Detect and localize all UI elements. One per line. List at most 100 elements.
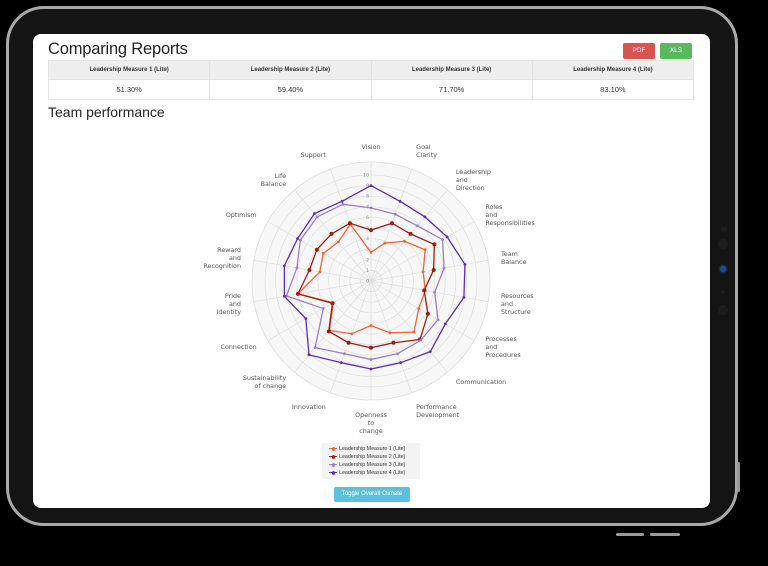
data-point[interactable] (422, 288, 427, 293)
data-point[interactable] (369, 367, 373, 371)
axis-label: Team Balance (500, 250, 527, 266)
data-point[interactable] (436, 318, 440, 322)
data-point[interactable] (285, 294, 288, 298)
data-point[interactable] (408, 231, 413, 236)
legend-item-measure-3[interactable]: Leadership Measure 3 (Lite) (329, 462, 405, 469)
data-point[interactable] (336, 240, 340, 244)
axis-label: Support (301, 151, 327, 159)
data-point[interactable] (282, 294, 286, 298)
radar-spoke (253, 280, 372, 303)
data-point[interactable] (421, 270, 425, 274)
data-point[interactable] (419, 338, 423, 342)
data-point[interactable] (330, 301, 335, 306)
data-point[interactable] (369, 324, 373, 327)
data-point[interactable] (296, 237, 299, 241)
data-point[interactable] (428, 350, 432, 354)
data-point[interactable] (282, 264, 286, 268)
data-point[interactable] (313, 346, 317, 349)
data-point[interactable] (329, 231, 334, 236)
data-point[interactable] (423, 248, 427, 252)
data-point[interactable] (347, 221, 352, 226)
data-point[interactable] (383, 241, 387, 245)
data-point[interactable] (315, 215, 319, 219)
summary-header-cell: Leadership Measure 1 (Lite) (47, 60, 211, 80)
summary-header-cell: Leadership Measure 3 (Lite) (370, 60, 533, 80)
data-point[interactable] (431, 267, 436, 272)
radar-spoke (370, 221, 475, 282)
r-tick-label: 4 (366, 236, 369, 242)
data-point[interactable] (423, 215, 427, 219)
data-point[interactable] (417, 307, 421, 310)
data-point[interactable] (402, 239, 406, 243)
data-point[interactable] (369, 250, 373, 254)
r-tick-label: 9 (366, 183, 369, 189)
data-point[interactable] (326, 329, 331, 334)
data-point[interactable] (369, 358, 373, 361)
toggle-overall-climate-button[interactable]: Toggle Overall Climate (334, 487, 410, 502)
data-point[interactable] (369, 206, 373, 210)
data-point[interactable] (346, 340, 351, 345)
data-point[interactable] (369, 345, 373, 350)
axis-label: Pride and Identity (217, 292, 242, 316)
data-point[interactable] (393, 212, 397, 216)
axis-label: Reward and Recognition (203, 246, 241, 270)
data-point[interactable] (432, 242, 437, 247)
data-point[interactable] (399, 361, 403, 365)
data-point[interactable] (343, 352, 346, 356)
axis-label: Openness to change (355, 411, 387, 435)
data-point[interactable] (415, 224, 419, 228)
radar-spoke (370, 259, 489, 282)
data-point[interactable] (391, 340, 396, 345)
data-point[interactable] (295, 266, 299, 270)
axis-label: Innovation (292, 403, 326, 411)
radar-spoke (267, 280, 372, 341)
summary-value-cell: 71.70% (370, 79, 533, 100)
data-point[interactable] (412, 330, 416, 334)
data-point[interactable] (313, 212, 316, 216)
radar-spoke (370, 280, 489, 303)
legend-item-measure-4[interactable]: Leadership Measure 4 (Lite) (329, 470, 405, 477)
summary-value-row: 51.30% 59.40% 71.70% 83.10% (47, 79, 695, 100)
tablet-sensor-dot (718, 239, 728, 249)
data-point[interactable] (390, 221, 395, 226)
legend-item-measure-2[interactable]: Leadership Measure 2 (Lite) (329, 454, 405, 461)
axis-label: Processes and Procedures (485, 335, 521, 359)
radar-spoke (370, 280, 448, 373)
data-point[interactable] (388, 331, 392, 335)
data-point[interactable] (369, 184, 373, 188)
data-point[interactable] (318, 270, 322, 274)
data-point[interactable] (339, 361, 343, 365)
data-point[interactable] (298, 238, 302, 242)
data-point[interactable] (441, 238, 445, 242)
data-point[interactable] (463, 263, 467, 266)
legend-label: Leadership Measure 3 (Lite) (339, 462, 406, 468)
data-point[interactable] (295, 291, 300, 296)
data-point[interactable] (462, 295, 466, 299)
data-point[interactable] (398, 199, 402, 203)
legend-swatch-icon (329, 446, 337, 450)
data-point[interactable] (350, 332, 354, 336)
legend-item-measure-1[interactable]: Leadership Measure 1 (Lite) (329, 446, 405, 453)
data-point[interactable] (307, 268, 312, 273)
data-point[interactable] (369, 228, 373, 233)
data-point[interactable] (433, 290, 437, 294)
r-tick-label: 6 (366, 215, 369, 221)
summary-table: Leadership Measure 1 (Lite) Leadership M… (47, 60, 695, 100)
data-point[interactable] (304, 317, 308, 321)
data-point[interactable] (314, 247, 319, 252)
r-tick-label: 0 (366, 279, 369, 285)
data-point[interactable] (445, 235, 449, 239)
r-tick-label: 1 (366, 268, 369, 274)
data-point[interactable] (443, 322, 447, 326)
r-tick-label: 10 (363, 173, 369, 179)
data-point[interactable] (321, 307, 325, 310)
data-point[interactable] (341, 202, 345, 206)
data-point[interactable] (340, 199, 344, 203)
data-point[interactable] (442, 266, 446, 270)
data-point[interactable] (307, 353, 311, 357)
axis-label: Vision (361, 143, 380, 151)
data-point[interactable] (321, 252, 325, 255)
data-point[interactable] (396, 352, 399, 356)
data-point[interactable] (425, 311, 430, 316)
